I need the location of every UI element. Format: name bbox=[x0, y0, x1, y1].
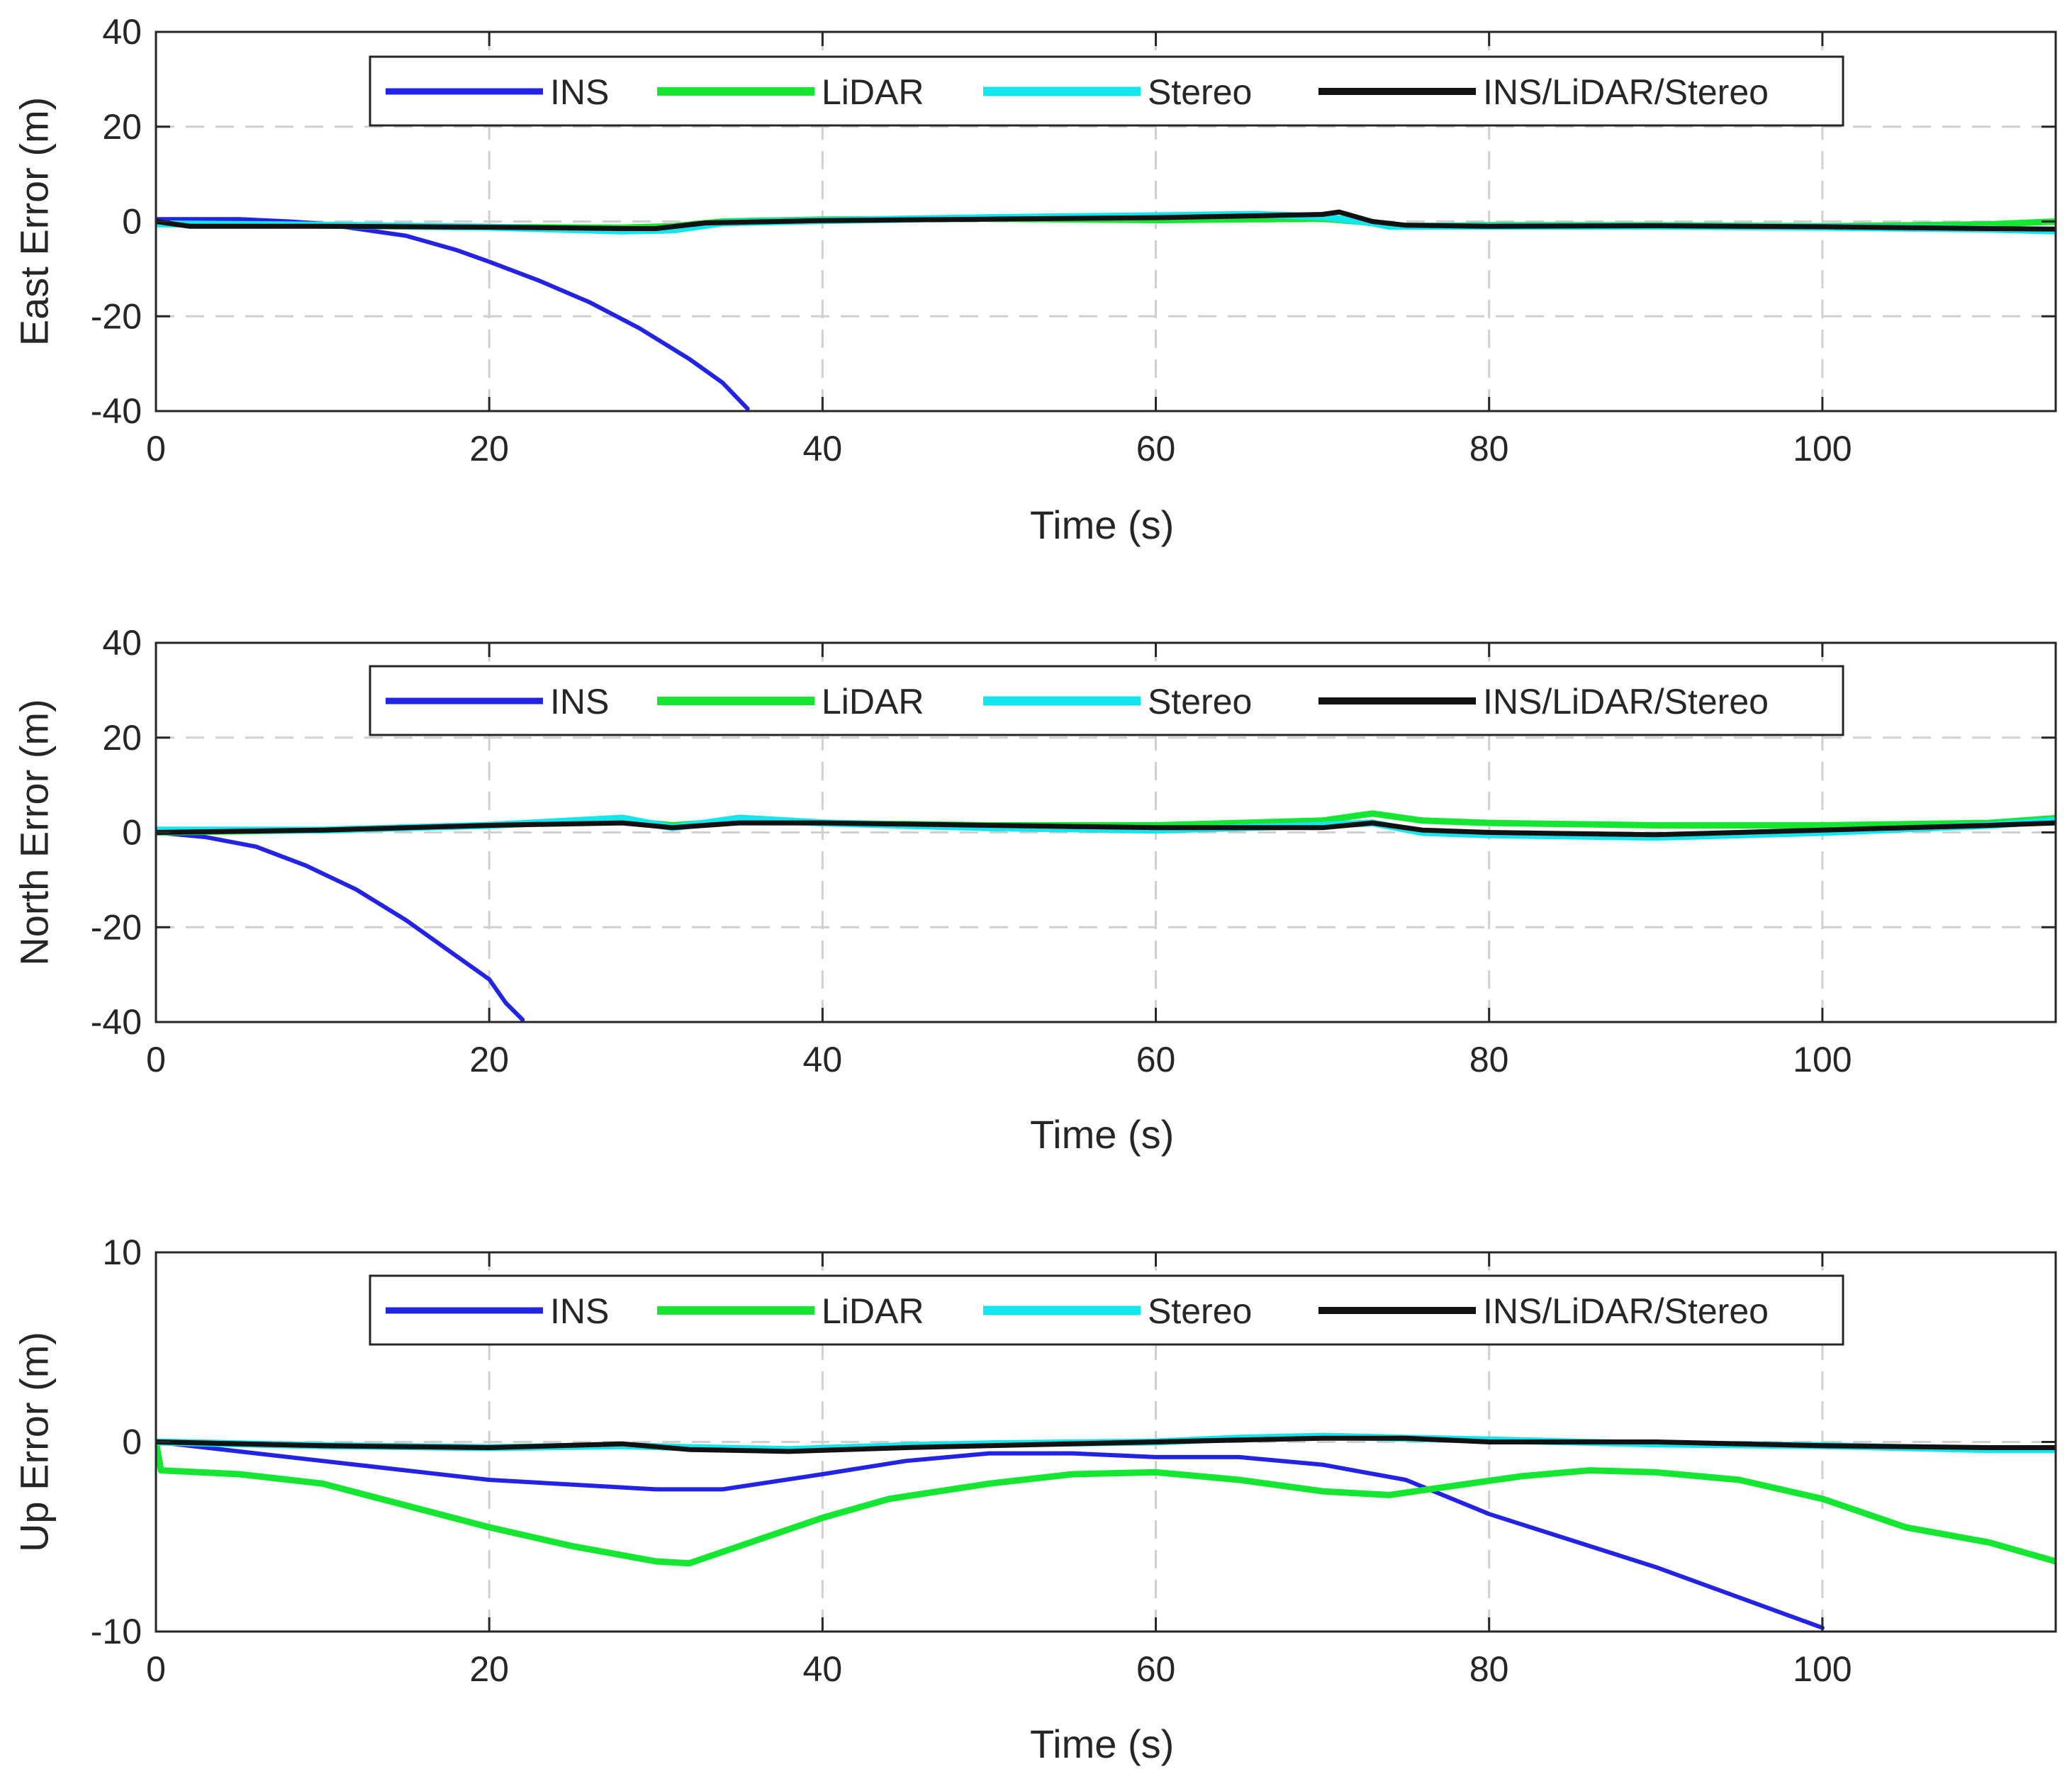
x-axis-label: Time (s) bbox=[1030, 1722, 1174, 1766]
chart-panel-east: 0 20 40 60 80 100 -40 -20 0 20 40 Time (s) East Erro… bbox=[12, 12, 2057, 547]
x-tick-label: 20 bbox=[469, 429, 509, 468]
y-axis-label: East Error (m) bbox=[12, 97, 57, 347]
series-line-fused bbox=[156, 820, 2056, 838]
x-tick-label: 40 bbox=[803, 1040, 843, 1079]
legend-label-fused: INS/LiDAR/Stereo bbox=[1483, 72, 1769, 112]
x-tick-label: 60 bbox=[1136, 429, 1176, 468]
y-tick-label: 20 bbox=[102, 107, 142, 147]
legend-label-stereo: Stereo bbox=[1148, 1291, 1252, 1331]
series-group bbox=[156, 810, 2056, 1022]
x-tick-label: 20 bbox=[469, 1649, 509, 1689]
x-tick-label: 60 bbox=[1136, 1040, 1176, 1079]
series-group bbox=[156, 1432, 2056, 1630]
legend-label-fused: INS/LiDAR/Stereo bbox=[1483, 682, 1769, 722]
x-axis-label: Time (s) bbox=[1030, 1112, 1174, 1157]
x-tick-label: 0 bbox=[146, 429, 166, 468]
y-axis-label: North Error (m) bbox=[12, 699, 57, 965]
legend: INS LiDAR Stereo INS/LiDAR/Stereo bbox=[369, 55, 1844, 127]
y-tick-label: -40 bbox=[91, 391, 142, 431]
x-tick-label: 100 bbox=[1793, 1649, 1852, 1689]
y-tick-label: -20 bbox=[91, 907, 142, 947]
series-line-fused bbox=[156, 1435, 2056, 1454]
legend-label-stereo: Stereo bbox=[1148, 682, 1252, 722]
legend-label-lidar: LiDAR bbox=[822, 72, 924, 112]
series-line-ins bbox=[156, 830, 525, 1022]
y-tick-label: 10 bbox=[102, 1233, 142, 1272]
legend-label-fused: INS/LiDAR/Stereo bbox=[1483, 1291, 1769, 1331]
series-group bbox=[156, 209, 2056, 411]
legend-label-ins: INS bbox=[550, 682, 609, 722]
x-tick-label: 0 bbox=[146, 1040, 166, 1079]
x-tick-label: 60 bbox=[1136, 1649, 1176, 1689]
y-tick-label: 0 bbox=[122, 1422, 142, 1462]
legend: INS LiDAR Stereo INS/LiDAR/Stereo bbox=[369, 665, 1844, 736]
x-tick-label: 100 bbox=[1793, 1040, 1852, 1079]
legend-label-ins: INS bbox=[550, 72, 609, 112]
y-tick-label: 0 bbox=[122, 813, 142, 853]
y-tick-label: 40 bbox=[102, 12, 142, 52]
y-tick-label: 20 bbox=[102, 718, 142, 758]
y-tick-label: 40 bbox=[102, 623, 142, 663]
x-tick-label: 40 bbox=[803, 1649, 843, 1689]
x-tick-label: 80 bbox=[1469, 429, 1509, 468]
legend-label-lidar: LiDAR bbox=[822, 1291, 924, 1331]
legend: INS LiDAR Stereo INS/LiDAR/Stereo bbox=[369, 1274, 1844, 1346]
legend-label-ins: INS bbox=[550, 1291, 609, 1331]
x-tick-label: 0 bbox=[146, 1649, 166, 1689]
x-tick-label: 100 bbox=[1793, 429, 1852, 468]
chart-panel-north: 0 20 40 60 80 100 -40 -20 0 20 40 Time (s) North Err… bbox=[12, 623, 2057, 1157]
x-axis-label: Time (s) bbox=[1030, 503, 1174, 547]
legend-label-lidar: LiDAR bbox=[822, 682, 924, 722]
x-tick-label: 20 bbox=[469, 1040, 509, 1079]
series-line-lidar bbox=[156, 1439, 2056, 1567]
y-tick-label: -20 bbox=[91, 296, 142, 336]
series-line-fused bbox=[156, 209, 2056, 232]
y-tick-label: -40 bbox=[91, 1002, 142, 1042]
x-tick-label: 40 bbox=[803, 429, 843, 468]
x-tick-label: 80 bbox=[1469, 1040, 1509, 1079]
legend-label-stereo: Stereo bbox=[1148, 72, 1252, 112]
y-tick-label: -10 bbox=[91, 1612, 142, 1651]
y-axis-label: Up Error (m) bbox=[12, 1332, 57, 1552]
y-tick-label: 0 bbox=[122, 202, 142, 242]
x-tick-label: 80 bbox=[1469, 1649, 1509, 1689]
